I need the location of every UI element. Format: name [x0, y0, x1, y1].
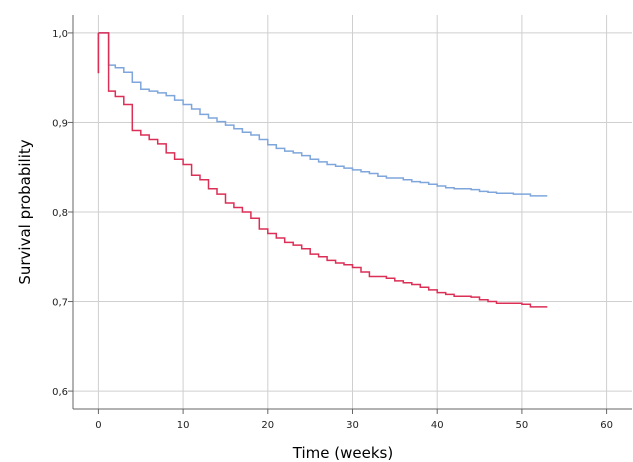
y-tick-label: 0,8: [52, 208, 68, 219]
grid-lines: [73, 15, 632, 409]
x-tick-label: 30: [346, 420, 359, 431]
y-tick-label: 0,9: [52, 118, 68, 129]
x-tick-label: 50: [516, 420, 529, 431]
x-tick-label: 60: [600, 420, 613, 431]
x-tick-label: 20: [261, 420, 274, 431]
axes: [68, 15, 632, 414]
y-tick-label: 0,7: [52, 298, 68, 309]
x-tick-label: 10: [177, 420, 190, 431]
x-tick-label: 0: [95, 420, 101, 431]
series-2-line: [98, 32, 548, 308]
y-axis-title: Survival probability: [16, 139, 34, 284]
series-lines: [97, 32, 548, 308]
series-1-line: [98, 32, 548, 197]
x-axis-title: Time (weeks): [292, 444, 393, 462]
y-tick-label: 1,0: [52, 29, 68, 40]
y-tick-label: 0,6: [52, 387, 68, 398]
tick-labels: 0 10 20 30 40 50 60 0,6 0,7 0,8 0,9 1,0: [52, 29, 613, 431]
x-tick-label: 40: [431, 420, 444, 431]
